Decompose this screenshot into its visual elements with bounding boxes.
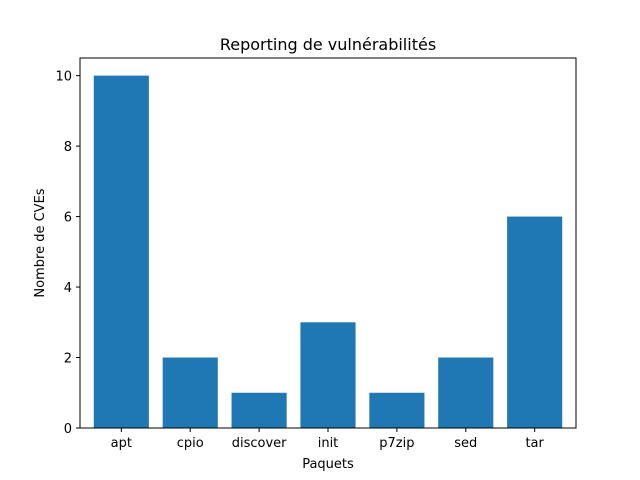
y-tick-label: 2 [64, 352, 72, 367]
plot-frame [79, 57, 577, 429]
x-tick-label: init [318, 436, 339, 451]
y-tick-label: 8 [64, 140, 72, 155]
x-tick-label: discover [232, 436, 287, 451]
y-tick-label: 6 [64, 211, 72, 226]
x-axis-ticks: apt cpio discover init p7zip sed tar [111, 428, 545, 451]
y-tick-label: 10 [55, 70, 72, 85]
bar-cpio [162, 357, 218, 428]
x-tick-label: tar [525, 436, 544, 451]
x-tick-label: p7zip [379, 436, 414, 451]
bars-group [93, 75, 563, 428]
bar-p7zip [369, 392, 425, 428]
y-axis-ticks: 0 2 4 6 8 10 [55, 70, 80, 437]
y-tick-label: 0 [64, 422, 72, 437]
bar-apt [93, 75, 149, 428]
bar-discover [231, 392, 287, 428]
x-tick-label: apt [111, 436, 132, 451]
chart-title: Reporting de vulnérabilités [220, 35, 436, 54]
x-tick-label: sed [454, 436, 477, 451]
y-tick-label: 4 [64, 281, 72, 296]
bar-init [300, 322, 356, 428]
x-tick-label: cpio [177, 436, 204, 451]
bar-tar [507, 216, 563, 428]
bar-sed [438, 357, 494, 428]
y-axis-label: Nombre de CVEs [33, 188, 48, 297]
x-axis-label: Paquets [302, 457, 354, 472]
